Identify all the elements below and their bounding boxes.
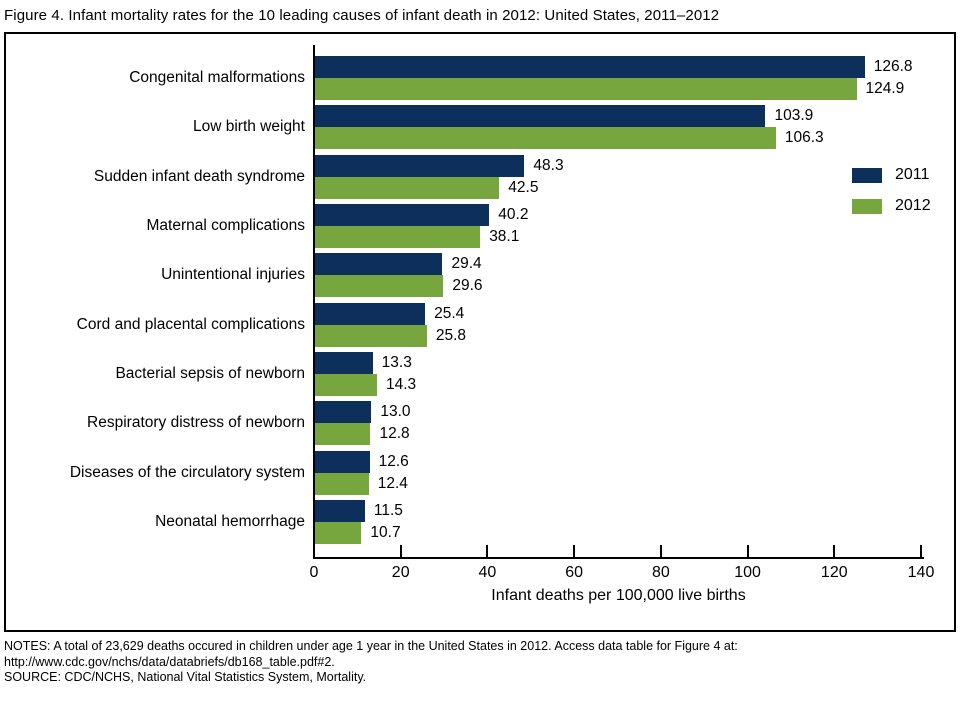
chart-frame: Congenital malformations 126.8 124.9 Low bi… [4,32,956,632]
bar-2011 [315,154,525,177]
category-label: Low birth weight [192,118,305,136]
value-label-2012: 10.7 [370,524,401,542]
tick-mark [399,545,402,557]
value-label-2012: 25.8 [435,326,467,344]
tick-mark [833,545,836,557]
tick-mark [659,545,662,557]
bar-2011 [315,56,865,78]
bar-2011 [315,204,490,227]
notes: NOTES: A total of 23,629 deaths occured … [4,639,738,686]
bar-2011 [315,253,443,276]
bar-2012 [315,78,857,100]
bar-2012 [315,324,427,347]
tick-mark [920,545,922,557]
value-label-2011: 103.9 [774,107,814,125]
bar-2011 [315,105,766,128]
bar-2012 [315,423,371,446]
legend-item-2011: 2011 [852,166,931,184]
value-label-2012: 12.8 [379,425,410,443]
bar-2012 [315,522,362,545]
bar-2012 [315,374,377,397]
bar-2012 [315,472,369,495]
category-label: Sudden infant death syndrome [93,167,305,185]
category-label: Cord and placental complications [76,315,305,333]
bar-2011 [315,352,373,375]
category-label: Maternal complications [146,217,305,235]
category-label: Unintentional injuries [161,266,305,284]
legend-swatch-2011 [852,167,882,183]
value-label-2012: 38.1 [489,228,520,246]
bar-2012 [315,127,776,150]
value-label-2012: 12.4 [377,474,408,492]
legend-label-2012: 2012 [895,197,931,214]
notes-line-1: NOTES: A total of 23,629 deaths occured … [4,639,738,653]
legend-swatch-2012 [852,198,882,214]
notes-line-2: http://www.cdc.gov/nchs/data/databriefs/… [4,654,335,669]
tick-label: 140 [907,564,935,581]
tick-label: 0 [309,564,319,581]
notes-line-3: SOURCE: CDC/NCHS, National Vital Statist… [4,670,367,684]
value-label-2012: 29.6 [452,277,483,295]
bar-2012 [315,275,444,298]
tick-label: 40 [478,564,497,581]
legend: 2011 2012 [852,166,931,228]
category-label: Bacterial sepsis of newborn [115,365,305,383]
bar-2011 [315,401,372,424]
tick-mark [746,545,749,557]
value-label-2012: 42.5 [508,178,539,196]
tick-label: 60 [565,564,584,581]
value-label-2011: 48.3 [533,156,564,174]
tick-label: 120 [820,564,848,581]
tick-mark [313,545,315,557]
value-label-2011: 25.4 [434,304,465,322]
value-label-2011: 11.5 [373,502,403,520]
figure-title: Figure 4. Infant mortality rates for the… [4,7,720,24]
category-label: Congenital malformations [129,69,305,86]
bar-2011 [315,500,365,523]
value-label-2011: 13.0 [380,403,411,421]
value-label-2011: 12.6 [378,452,409,470]
value-label-2012: 14.3 [386,376,417,394]
y-axis-line [313,45,315,559]
tick-label: 100 [734,564,761,581]
category-label: Diseases of the circulatory system [69,463,305,481]
value-label-2011: 126.8 [873,58,913,75]
value-label-2011: 40.2 [498,206,529,224]
legend-label-2011: 2011 [895,166,930,183]
legend-item-2012: 2012 [852,197,931,215]
x-axis-line [313,557,924,559]
category-label: Neonatal hemorrhage [155,513,305,531]
value-label-2011: 13.3 [381,354,412,372]
bar-2011 [315,450,370,473]
value-label-2012: 106.3 [784,129,824,147]
value-label-2011: 29.4 [451,255,482,273]
tick-label: 80 [651,564,670,581]
x-axis-title: Infant deaths per 100,000 live births [491,587,746,604]
tick-mark [573,545,576,557]
bar-2012 [315,176,500,199]
value-label-2012: 124.9 [865,80,905,97]
category-label: Respiratory distress of newborn [87,414,305,432]
bar-2011 [315,302,426,325]
tick-mark [486,545,489,557]
bar-2012 [315,226,481,249]
tick-label: 20 [391,564,410,581]
